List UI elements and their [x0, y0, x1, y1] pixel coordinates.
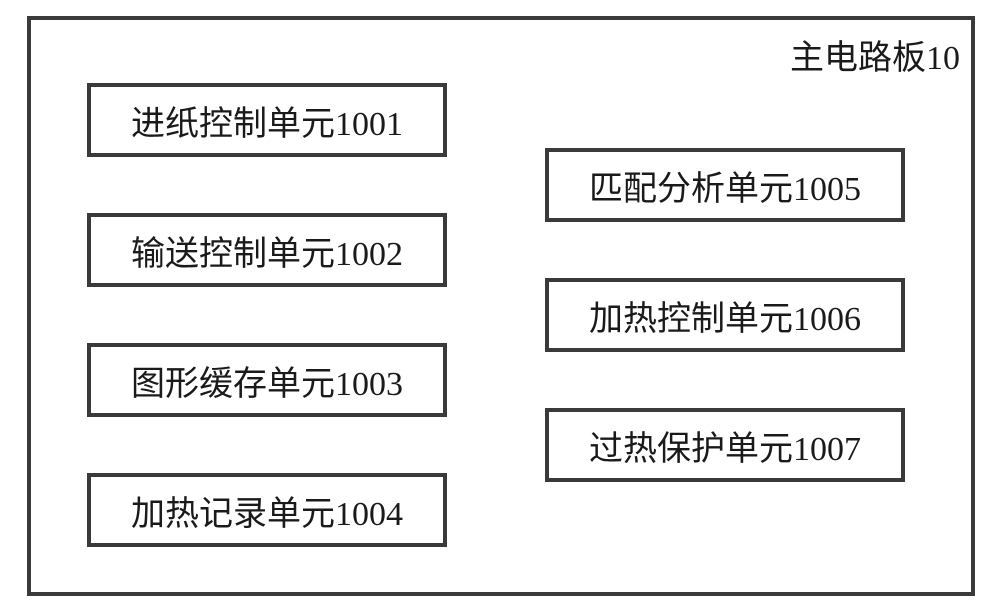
unit-1007-box: 过热保护单元1007 — [545, 408, 905, 482]
main-circuit-board-title: 主电路板10 — [770, 30, 960, 79]
diagram-canvas: 主电路板10 进纸控制单元1001 输送控制单元1002 图形缓存单元1003 … — [0, 0, 1000, 612]
unit-1006-label: 加热控制单元1006 — [589, 291, 861, 340]
unit-1006-box: 加热控制单元1006 — [545, 278, 905, 352]
unit-1005-box: 匹配分析单元1005 — [545, 148, 905, 222]
unit-1002-label: 输送控制单元1002 — [131, 226, 403, 275]
unit-1001-label: 进纸控制单元1001 — [131, 96, 403, 145]
unit-1007-label: 过热保护单元1007 — [589, 421, 861, 470]
unit-1004-box: 加热记录单元1004 — [87, 473, 447, 547]
unit-1003-label: 图形缓存单元1003 — [131, 356, 403, 405]
unit-1001-box: 进纸控制单元1001 — [87, 83, 447, 157]
unit-1005-label: 匹配分析单元1005 — [589, 161, 861, 210]
unit-1004-label: 加热记录单元1004 — [131, 486, 403, 535]
unit-1002-box: 输送控制单元1002 — [87, 213, 447, 287]
unit-1003-box: 图形缓存单元1003 — [87, 343, 447, 417]
